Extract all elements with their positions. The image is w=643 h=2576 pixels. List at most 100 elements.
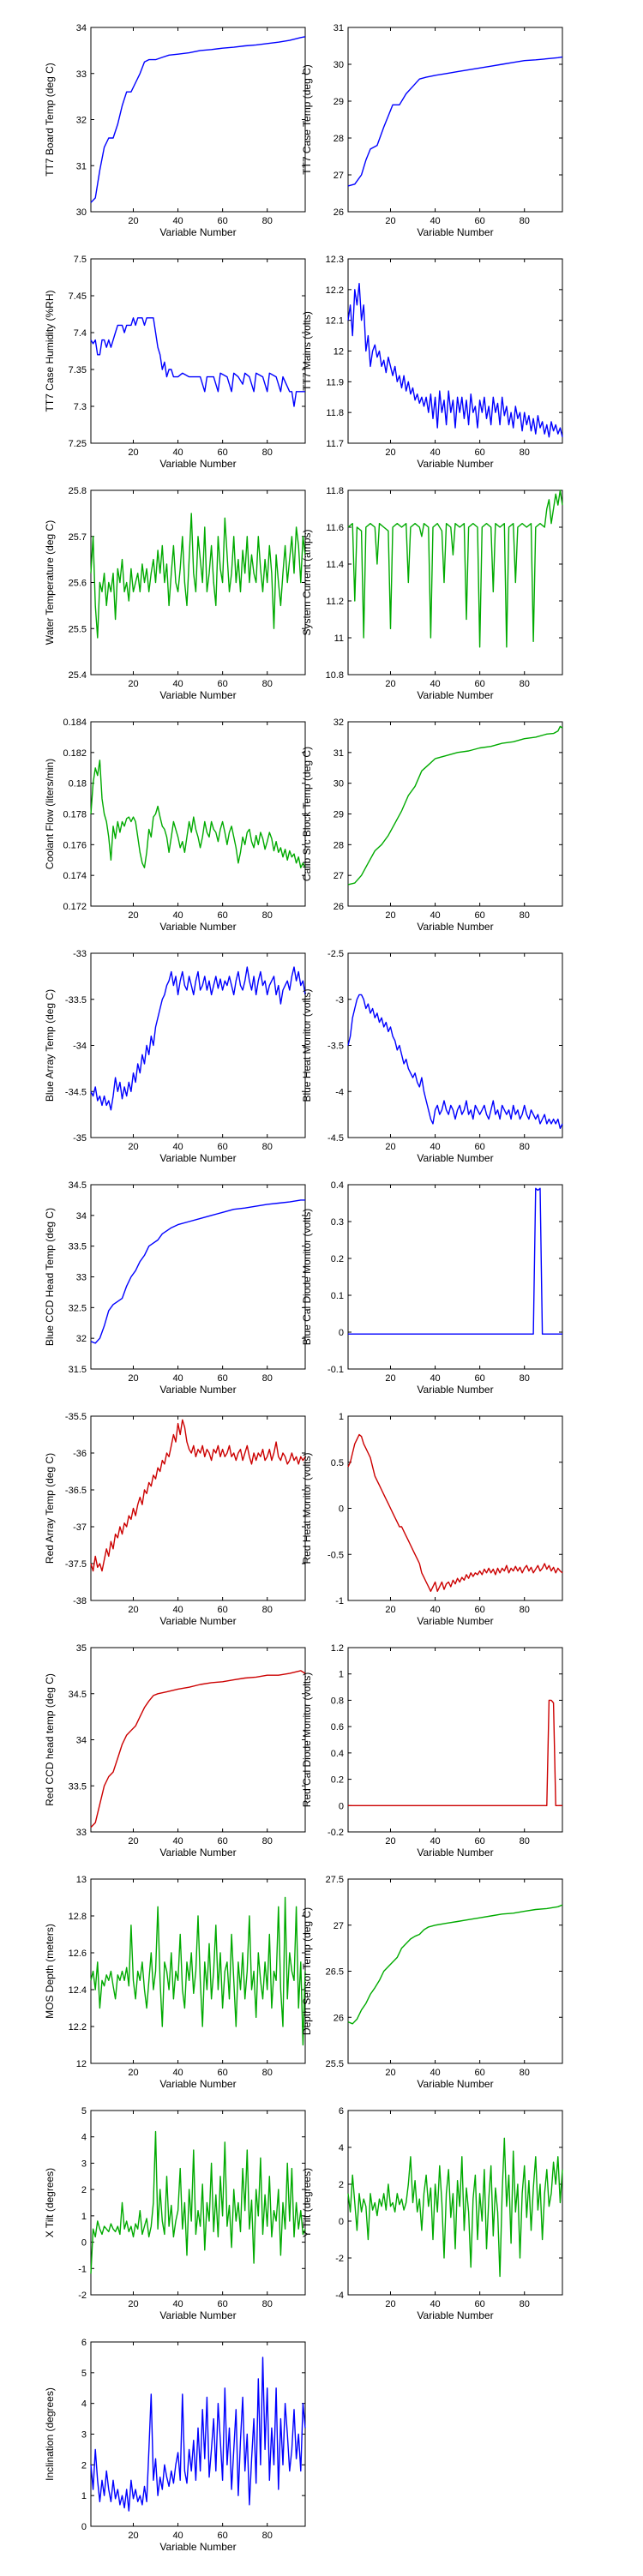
y-tick-label: 11 xyxy=(334,633,344,644)
y-tick-label: 27.5 xyxy=(326,1875,344,1885)
y-tick-label: 11.8 xyxy=(326,486,344,496)
x-axis-label: Variable Number xyxy=(417,2078,493,2090)
x-tick-label: 80 xyxy=(262,1605,273,1615)
series-line xyxy=(90,1199,305,1344)
y-tick-label: 3 xyxy=(81,2430,87,2441)
chart-12: 20 40 60 80 -0.1 0 0.1 0.2 0.3 0.4 Variable Number… xyxy=(301,1180,563,1396)
y-axis-label: Coolant Flow (liters/min) xyxy=(44,759,56,869)
y-tick-label: 35 xyxy=(76,1643,87,1654)
y-tick-label: 0.172 xyxy=(63,902,87,912)
y-tick-label: 1.2 xyxy=(331,1643,344,1654)
x-tick-label: 80 xyxy=(520,447,530,458)
x-tick-label: 40 xyxy=(430,1142,440,1152)
y-tick-label: 12.3 xyxy=(326,255,344,265)
series-line xyxy=(90,513,306,639)
y-tick-label: 0.176 xyxy=(63,840,87,850)
y-tick-label: -1 xyxy=(78,2264,87,2274)
y-axis-label: MOS Depth (meters) xyxy=(44,1924,56,2019)
series-line xyxy=(90,1419,306,1572)
y-tick-label: -2 xyxy=(335,2254,344,2264)
x-tick-label: 80 xyxy=(262,679,273,689)
x-tick-label: 60 xyxy=(475,1605,485,1615)
y-tick-label: 31 xyxy=(334,748,344,759)
y-tick-label: 7.4 xyxy=(74,328,87,339)
x-tick-label: 60 xyxy=(475,679,485,689)
x-tick-label: 40 xyxy=(172,447,183,458)
y-tick-label: 0.4 xyxy=(331,1749,344,1759)
series-line xyxy=(348,1187,562,1335)
plot-area xyxy=(90,721,306,907)
x-tick-label: 20 xyxy=(128,1142,138,1152)
y-tick-label: -2 xyxy=(78,2291,87,2301)
x-axis-label: Variable Number xyxy=(417,921,493,933)
x-tick-label: 60 xyxy=(218,1142,228,1152)
y-tick-label: 25.7 xyxy=(69,532,87,543)
chart-8: 20 40 60 80 26 27 28 29 30 31 32 Variable Number Cal… xyxy=(301,718,563,933)
plot-area xyxy=(347,952,563,1138)
x-tick-label: 60 xyxy=(218,910,228,921)
x-tick-label: 80 xyxy=(520,216,530,226)
plot-area xyxy=(90,489,306,676)
y-tick-label: 25.5 xyxy=(69,624,87,634)
x-tick-label: 60 xyxy=(218,2299,228,2309)
x-axis-label: Variable Number xyxy=(159,1846,236,1858)
x-tick-label: 40 xyxy=(172,910,183,921)
y-tick-label: -36.5 xyxy=(65,1486,87,1496)
y-tick-label: 31 xyxy=(334,23,344,33)
y-tick-label: 11.8 xyxy=(326,408,344,418)
y-tick-label: 1 xyxy=(339,1412,344,1422)
y-tick-label: 25.4 xyxy=(69,670,87,681)
chart-9: 20 40 60 80 -35 -34.5 -34 -33.5 -33 Variable Numb… xyxy=(44,949,306,1164)
y-axis-label: Calib Src Block Temp (deg C) xyxy=(301,747,313,881)
y-tick-label: 10.8 xyxy=(326,670,344,681)
y-tick-label: -35.5 xyxy=(65,1412,87,1422)
y-tick-label: 0.3 xyxy=(331,1217,344,1228)
series-line xyxy=(90,36,306,203)
y-tick-label: 3 xyxy=(81,2159,87,2169)
x-tick-label: 40 xyxy=(172,1373,183,1384)
x-tick-label: 60 xyxy=(218,2068,228,2078)
series-line xyxy=(347,1904,563,2025)
y-tick-label: -37.5 xyxy=(65,1559,87,1570)
y-tick-label: 0.182 xyxy=(63,748,87,759)
chart-2: 20 40 60 80 26 27 28 29 30 31 Variable Number TT7 C… xyxy=(301,23,563,238)
x-tick-label: 20 xyxy=(128,447,138,458)
x-tick-label: 20 xyxy=(128,1373,138,1384)
y-tick-label: 32.5 xyxy=(69,1303,87,1313)
y-tick-label: 0.174 xyxy=(63,871,87,881)
x-tick-label: 40 xyxy=(430,447,440,458)
x-tick-label: 80 xyxy=(520,679,530,689)
y-tick-label: -4 xyxy=(335,2291,344,2301)
x-tick-label: 60 xyxy=(475,1836,485,1846)
x-tick-label: 60 xyxy=(218,216,228,226)
series-line xyxy=(347,725,563,886)
y-tick-label: 0.8 xyxy=(331,1696,344,1706)
x-tick-label: 60 xyxy=(475,910,485,921)
y-tick-label: 33.5 xyxy=(69,1242,87,1252)
y-tick-label: 33 xyxy=(76,69,87,80)
y-axis-label: Water Temperature (deg C) xyxy=(44,520,56,645)
y-tick-label: 11.9 xyxy=(326,377,344,387)
plot-area xyxy=(90,1415,306,1601)
y-tick-label: 12 xyxy=(334,347,344,357)
y-tick-label: 0 xyxy=(339,1504,344,1515)
x-tick-label: 40 xyxy=(172,2068,183,2078)
y-tick-label: 12.4 xyxy=(69,1985,87,1996)
x-axis-label: Variable Number xyxy=(159,458,236,470)
plot-area xyxy=(90,952,306,1138)
y-tick-label: 32 xyxy=(76,116,87,126)
y-tick-label: 26 xyxy=(334,902,344,912)
chart-17: 20 40 60 80 12 12.2 12.4 12.6 12.8 13 Variable Num… xyxy=(44,1875,306,2090)
y-tick-label: 0 xyxy=(81,2522,87,2532)
y-tick-label: 30 xyxy=(334,779,344,790)
x-tick-label: 60 xyxy=(218,1373,228,1384)
x-tick-label: 80 xyxy=(262,216,273,226)
x-tick-label: 40 xyxy=(172,2531,183,2541)
x-tick-label: 80 xyxy=(262,2068,273,2078)
y-axis-label: X Tilt (degrees) xyxy=(44,2168,56,2237)
y-tick-label: 2 xyxy=(81,2185,87,2195)
plot-area xyxy=(347,721,563,907)
x-axis-label: Variable Number xyxy=(417,226,493,238)
y-axis-label: TT7 Board Temp (deg C) xyxy=(44,63,56,177)
